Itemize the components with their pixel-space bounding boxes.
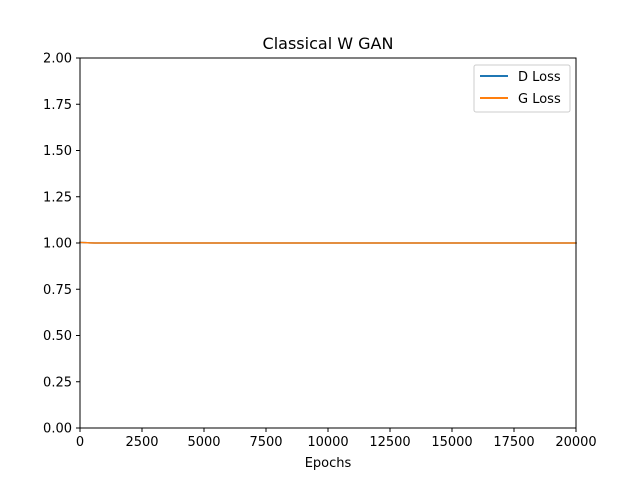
y-tick-label: 2.00 (43, 52, 72, 67)
y-tick-label: 1.00 (43, 237, 72, 252)
y-tick-label: 1.75 (43, 98, 72, 113)
y-tick-label: 1.25 (43, 190, 72, 205)
x-tick-label: 20000 (555, 435, 596, 450)
axes-layer: 0 2500 5000 7500 10000 12500 15000 17500 20000 0.… (43, 52, 597, 451)
x-tick-label: 2500 (125, 435, 158, 450)
x-tick-label: 7500 (249, 435, 282, 450)
legend: D Loss G Loss (473, 64, 571, 113)
x-tick-label: 5000 (187, 435, 220, 450)
x-tick-label: 10000 (307, 435, 348, 450)
chart-title: Classical W GAN (263, 34, 394, 53)
x-tick-label: 0 (76, 435, 84, 450)
x-tick-label: 15000 (431, 435, 472, 450)
x-axis-label: Epochs (305, 456, 352, 471)
y-tick-label: 0.75 (43, 283, 72, 298)
y-tick-label: 0.25 (43, 375, 72, 390)
legend-label-g-loss: G Loss (518, 92, 561, 107)
series-line-g-loss (79, 241, 577, 244)
y-tick-label: 1.50 (43, 144, 72, 159)
y-tick-label: 0.50 (43, 329, 72, 344)
legend-label-d-loss: D Loss (518, 70, 561, 85)
plot-layer (79, 241, 577, 244)
x-tick-label: 12500 (369, 435, 410, 450)
x-tick-label: 17500 (493, 435, 534, 450)
y-tick-label: 0.00 (43, 422, 72, 437)
